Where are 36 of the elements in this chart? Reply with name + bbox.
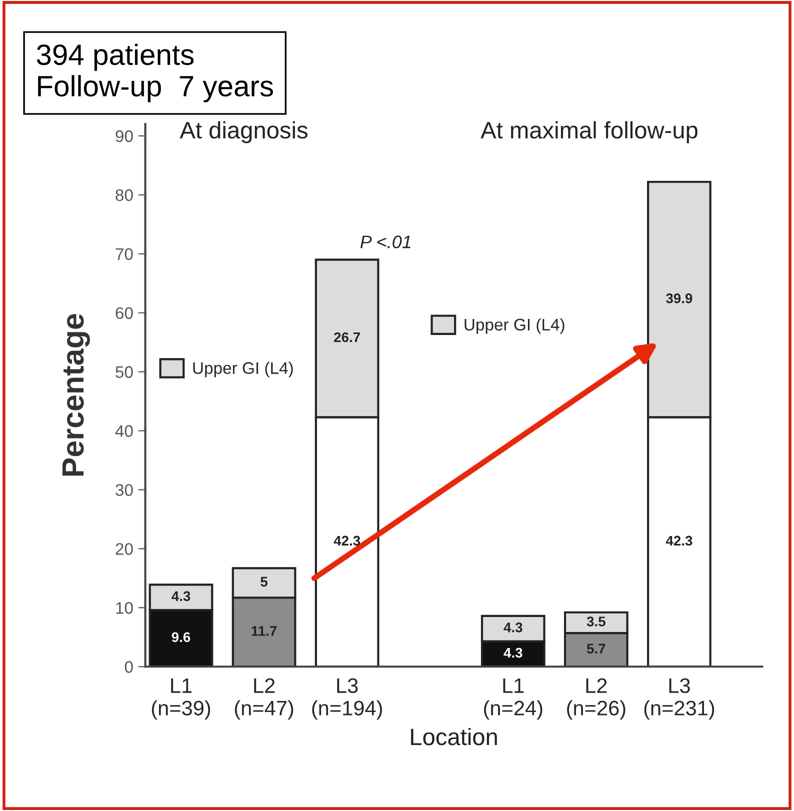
y-tick-label: 10 xyxy=(116,602,133,614)
data-label: 4.3 xyxy=(504,648,522,658)
x-tick-label: L2 (n=47) xyxy=(234,678,294,720)
y-tick-label: 40 xyxy=(115,425,133,437)
annotation: At maximal follow-up xyxy=(480,121,698,144)
y-axis-title: Percentage xyxy=(62,314,90,476)
data-label: 4.3 xyxy=(504,622,522,632)
data-label: 5.7 xyxy=(586,644,606,654)
data-label: 9.6 xyxy=(172,632,190,642)
x-tick-label: L3 (n=231) xyxy=(644,678,714,720)
chart-title: 394 patients Follow-up 7 years xyxy=(36,44,273,102)
legend-label: Upper GI (L4) xyxy=(193,362,293,378)
annotation: At diagnosis xyxy=(180,121,308,144)
x-tick-label: L1 (n=24) xyxy=(484,678,542,720)
y-tick-label: 50 xyxy=(116,366,133,378)
annotation: P <.01 xyxy=(360,236,410,248)
y-tick-label: 60 xyxy=(116,307,133,319)
x-tick-label: L3 (n=194) xyxy=(312,678,382,720)
y-tick-label: 90 xyxy=(116,130,133,142)
data-label: 39.9 xyxy=(666,293,692,304)
x-tick-label: L2 (n=26) xyxy=(567,678,626,720)
y-tick-label: 30 xyxy=(116,484,133,496)
data-label: 11.7 xyxy=(252,626,277,636)
text: Upper GI (L4) xyxy=(464,318,564,334)
data-label: 26.7 xyxy=(334,332,360,342)
data-label: 42.3 xyxy=(334,536,360,546)
y-tick-label: 20 xyxy=(116,543,133,555)
y-tick-label: 0 xyxy=(124,661,133,673)
data-label: 3.5 xyxy=(586,616,606,626)
x-axis-title: Location xyxy=(411,728,497,746)
y-tick-label: 70 xyxy=(116,248,133,260)
x-tick-label: L1 (n=39) xyxy=(152,678,210,720)
data-label: 42.3 xyxy=(666,536,692,546)
data-label: 4.3 xyxy=(172,591,190,602)
data-label: 5 xyxy=(260,576,268,587)
y-tick-label: 80 xyxy=(116,189,133,202)
